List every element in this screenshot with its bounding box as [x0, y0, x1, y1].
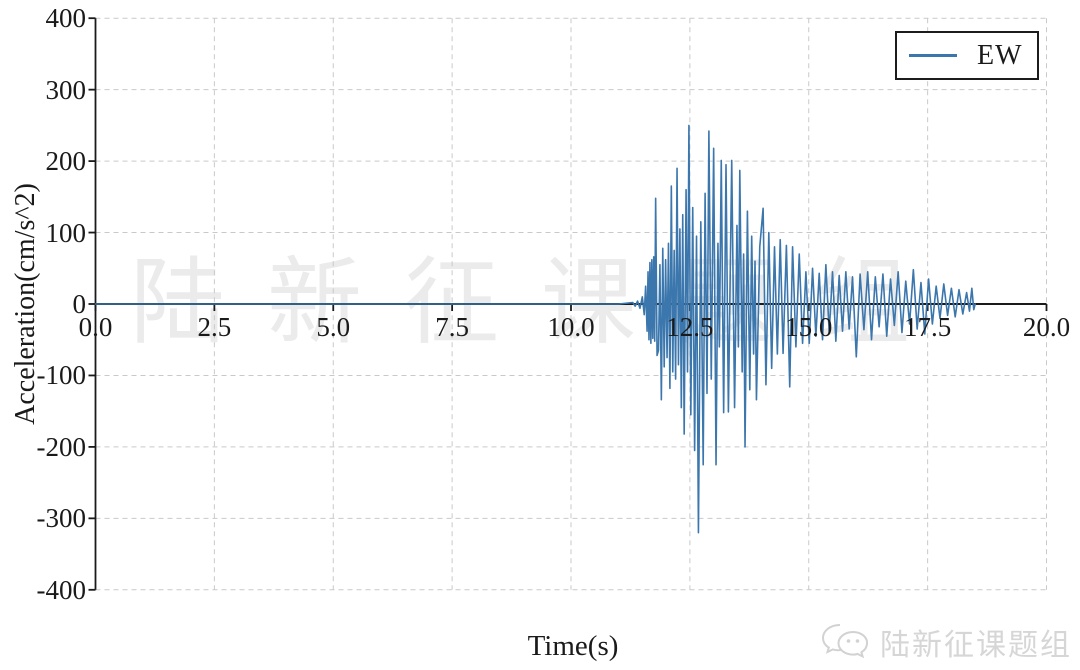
wechat-bubbles-icon: [820, 621, 872, 663]
x-axis-title: Time(s): [527, 630, 619, 662]
y-axis-title: Acceleration(cm/s^2): [10, 183, 41, 425]
footer-logo: 陆新征课题组: [820, 620, 1072, 664]
legend-line-sample: [909, 54, 957, 57]
footer-logo-text: 陆新征课题组: [880, 629, 1072, 662]
legend-entry-label: EW: [977, 39, 1023, 71]
waveform-line-ew: [94, 124, 976, 534]
legend-box: EW: [895, 31, 1039, 80]
